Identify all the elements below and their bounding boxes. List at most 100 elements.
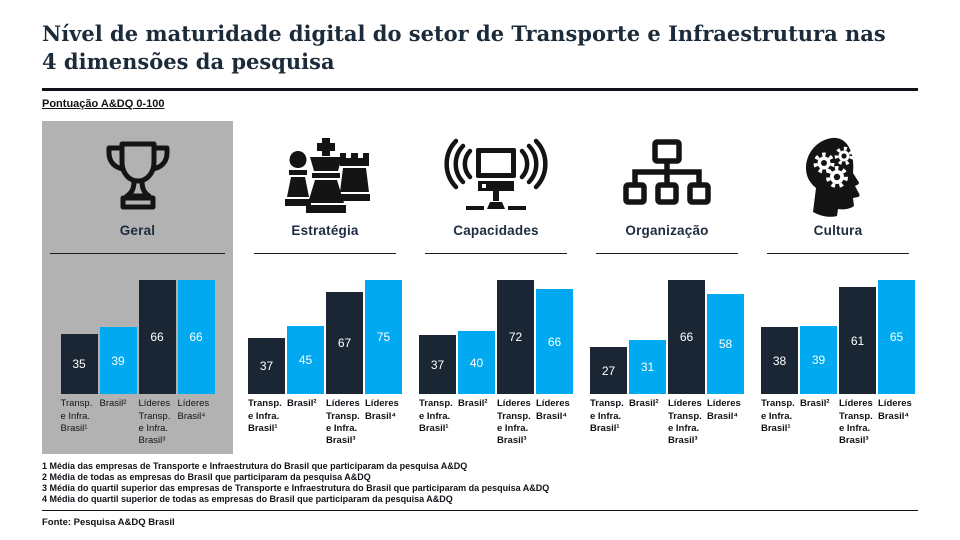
bar-value: 72 (508, 330, 523, 345)
bar-value: 37 (430, 357, 445, 372)
bar-label: Brasil² (99, 398, 127, 410)
score-scale-label: Pontuação A&DQ 0-100 (42, 98, 165, 111)
title-divider (42, 88, 918, 92)
bar: 65 (878, 280, 915, 395)
bar-value: 75 (376, 330, 391, 345)
bar-group: 37 40 72 66 (417, 254, 575, 395)
bar: 35 (60, 334, 98, 395)
bar: 39 (99, 327, 137, 395)
bar-value: 39 (111, 353, 125, 368)
dimension-divider (50, 253, 225, 255)
bar-label: Líderes Brasil⁴ (177, 398, 210, 422)
bar-value: 35 (72, 357, 86, 372)
bar-value: 66 (189, 330, 203, 345)
trophy-icon (42, 121, 233, 223)
bar: 67 (326, 292, 363, 395)
bar-value: 38 (772, 353, 787, 368)
dimension-divider (425, 253, 567, 255)
bar-label: Líderes Transp. e Infra. Brasil³ (668, 398, 702, 447)
bar-label: Transp. e Infra. Brasil¹ (590, 398, 624, 435)
bar-label: Brasil² (287, 398, 317, 410)
bar-value: 37 (259, 359, 274, 374)
bar-value: 27 (601, 363, 616, 378)
bar-label-row: Transp. e Infra. Brasil¹ Brasil² Líderes T… (759, 394, 917, 454)
bar-label: Transp. e Infra. Brasil¹ (419, 398, 453, 435)
bar: 37 (419, 335, 456, 395)
bar-value: 66 (547, 334, 562, 349)
bar-value: 66 (679, 330, 694, 345)
bar-label: Líderes Brasil⁴ (707, 398, 741, 422)
dimension-divider (596, 253, 738, 255)
bar: 31 (629, 340, 666, 395)
source-label: Fonte: Pesquisa A&DQ Brasil (42, 517, 175, 529)
bar-label-row: Transp. e Infra. Brasil¹ Brasil² Líderes T… (42, 394, 233, 454)
bar-value: 66 (150, 330, 164, 345)
dimension-label: Geral (119, 223, 156, 239)
bar: 58 (707, 294, 744, 395)
footer-divider (42, 510, 918, 512)
bar: 72 (497, 280, 534, 395)
bar-label: Líderes Brasil⁴ (365, 398, 399, 422)
bar-label: Transp. e Infra. Brasil¹ (248, 398, 282, 435)
bar-label-row: Transp. e Infra. Brasil¹ Brasil² Líderes T… (246, 394, 404, 454)
bar: 66 (177, 280, 215, 395)
bar-value: 40 (469, 355, 484, 370)
bar-value: 65 (889, 330, 904, 345)
bar-label: Líderes Transp. e Infra. Brasil³ (138, 398, 171, 447)
bar: 38 (761, 327, 798, 395)
dimension-column-geral: Geral 35 39 66 66 Transp. e Infra. Brasil¹ Bra… (42, 121, 233, 455)
computer-signal-icon (417, 121, 575, 223)
bar-value: 31 (640, 360, 655, 375)
bar-value: 39 (811, 353, 826, 368)
bar: 40 (458, 331, 495, 395)
bar-label-row: Transp. e Infra. Brasil¹ Brasil² Líderes T… (417, 394, 575, 454)
chart: Geral 35 39 66 66 Transp. e Infra. Brasil¹ Bra… (42, 121, 918, 455)
bar: 39 (800, 326, 837, 395)
dimension-label: Estratégia (291, 223, 359, 239)
dimension-label: Organização (625, 223, 709, 239)
dimension-column-organizacao: Organização 27 31 66 58 Transp. e Infra. Bras… (588, 121, 746, 454)
bar-group: 27 31 66 58 (588, 254, 746, 395)
bar-label: Líderes Transp. e Infra. Brasil³ (497, 398, 531, 447)
footnote-1: 1 Média das empresas de Transporte e Inf… (42, 461, 468, 472)
page-title: Nível de maturidade digital do setor de … (42, 21, 886, 74)
bar-label: Transp. e Infra. Brasil¹ (761, 398, 795, 435)
bar: 27 (590, 347, 627, 395)
dimension-column-cultura: Cultura 38 39 61 65 Transp. e Infra. Brasil¹ B… (759, 121, 917, 454)
bar-label: Brasil² (800, 398, 830, 410)
dimension-divider (254, 253, 396, 255)
bar-label: Líderes Brasil⁴ (878, 398, 912, 422)
bar: 45 (287, 326, 324, 395)
bar-label: Brasil² (458, 398, 488, 410)
footnotes: 1 Média das empresas de Transporte e Inf… (42, 461, 918, 505)
bar-group: 38 39 61 65 (759, 254, 917, 395)
bar: 75 (365, 280, 402, 395)
bar: 37 (248, 338, 285, 395)
bar-group: 37 45 67 75 (246, 254, 404, 395)
bar-value: 58 (718, 337, 733, 352)
head-gears-icon (759, 121, 917, 223)
bar-label: Transp. e Infra. Brasil¹ (60, 398, 93, 435)
bar-label: Brasil² (629, 398, 659, 410)
chess-pieces-icon (246, 121, 404, 223)
dimension-label: Cultura (813, 223, 863, 239)
dimension-column-estrategia: Estratégia 37 45 67 75 Transp. e Infra. Brasi… (246, 121, 404, 454)
bar: 66 (138, 280, 176, 395)
bar: 66 (536, 289, 573, 395)
bar-label: Líderes Brasil⁴ (536, 398, 570, 422)
dimension-label: Capacidades (453, 223, 539, 239)
bar-label: Líderes Transp. e Infra. Brasil³ (839, 398, 873, 447)
bar-value: 61 (850, 333, 865, 348)
org-chart-icon (588, 121, 746, 223)
bar-value: 45 (298, 353, 313, 368)
footnote-2: 2 Média de todas as empresas do Brasil q… (42, 472, 371, 483)
bar-label: Líderes Transp. e Infra. Brasil³ (326, 398, 360, 447)
bar: 66 (668, 280, 705, 395)
footnote-3: 3 Média do quartil superior das empresas… (42, 483, 550, 494)
bar-label-row: Transp. e Infra. Brasil¹ Brasil² Líderes T… (588, 394, 746, 454)
footnote-4: 4 Média do quartil superior de todas as … (42, 494, 453, 505)
bar-group: 35 39 66 66 (42, 254, 233, 395)
dimension-column-capacidades: Capacidades 37 40 72 66 Transp. e Infra. Bras… (417, 121, 575, 454)
bar-value: 67 (337, 336, 352, 351)
